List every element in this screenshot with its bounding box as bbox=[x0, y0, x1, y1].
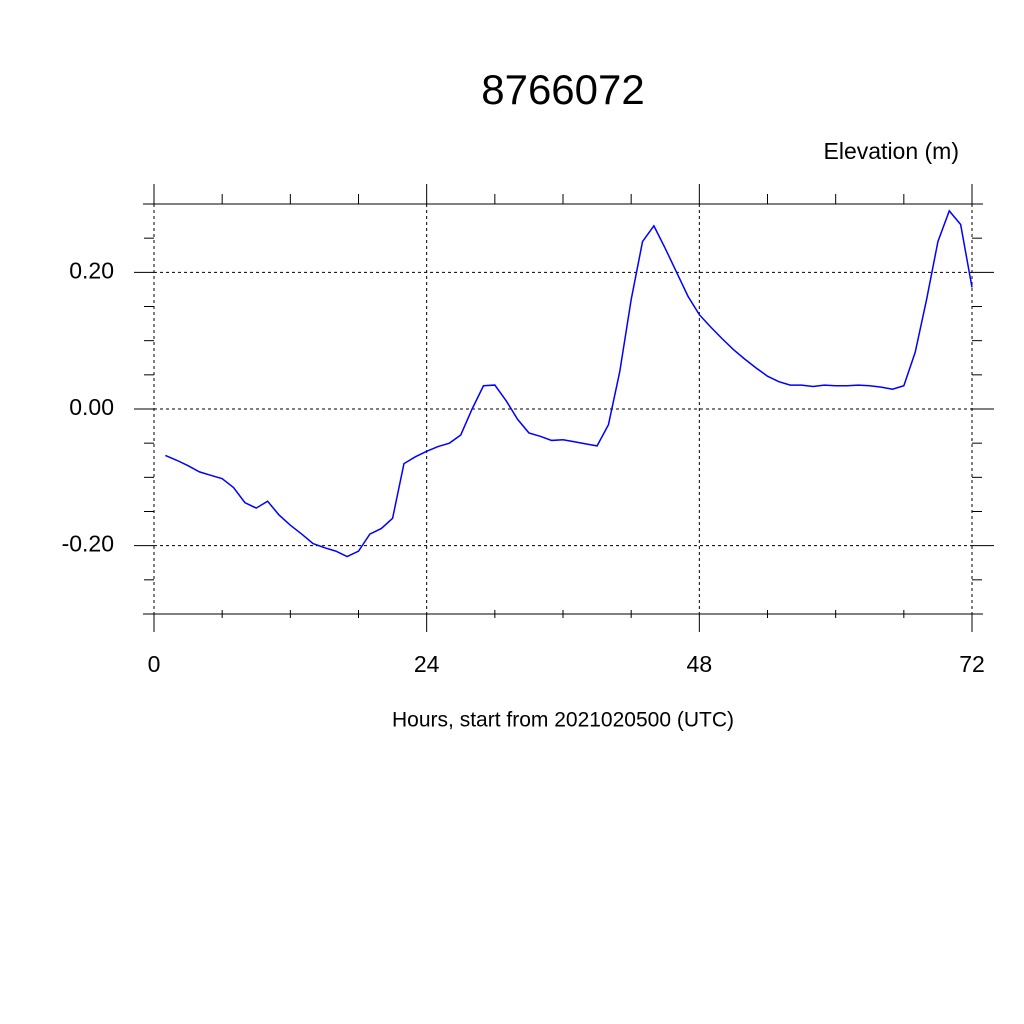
y-tick-label: -0.20 bbox=[62, 531, 114, 557]
x-tick-label: 48 bbox=[687, 651, 713, 677]
x-tick-label: 24 bbox=[414, 651, 440, 677]
y-tick-label: 0.20 bbox=[69, 257, 114, 283]
x-tick-label: 72 bbox=[959, 651, 985, 677]
chart-title: 8766072 bbox=[481, 66, 645, 113]
y-axis-label: Elevation (m) bbox=[824, 138, 959, 164]
y-tick-label: 0.00 bbox=[69, 394, 114, 420]
data-line bbox=[165, 209, 973, 558]
x-axis-label: Hours, start from 2021020500 (UTC) bbox=[392, 709, 734, 732]
x-tick-label: 0 bbox=[148, 651, 161, 677]
